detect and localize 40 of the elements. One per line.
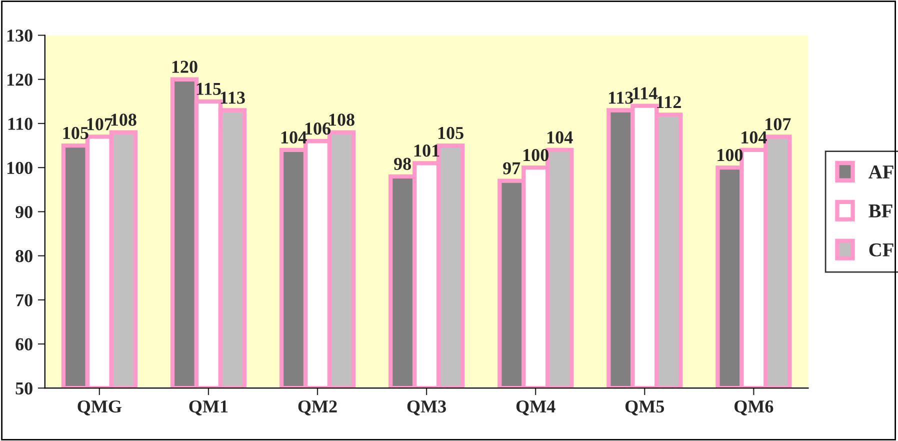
data-label: 104 <box>281 131 307 144</box>
x-tick-label: QM4 <box>516 400 556 416</box>
data-label: 100 <box>524 148 548 162</box>
y-tick-label: 70 <box>16 294 32 306</box>
data-label: 107 <box>766 118 791 130</box>
data-label: 100 <box>718 148 743 162</box>
data-label: 108 <box>329 114 354 126</box>
y-tick-label: 100 <box>7 162 32 174</box>
data-label: 113 <box>220 92 245 104</box>
data-label: 106 <box>305 122 331 135</box>
data-label: 105 <box>438 126 464 140</box>
x-tick-label: QM1 <box>189 400 228 416</box>
data-label: 107 <box>87 118 113 130</box>
data-label: 104 <box>547 131 573 144</box>
y-tick-label: 130 <box>7 30 32 42</box>
y-tick-label: 80 <box>16 250 32 262</box>
data-label: 101 <box>414 144 440 157</box>
legend-label: CF <box>869 243 894 256</box>
data-label: 120 <box>172 60 198 73</box>
x-tick-label: QM5 <box>625 400 664 416</box>
y-tick-label: 60 <box>16 338 32 350</box>
x-tick-label: QM6 <box>734 400 774 416</box>
y-tick-label: 120 <box>7 74 32 86</box>
data-label: 113 <box>609 92 634 104</box>
legend-label: BF <box>868 204 892 218</box>
data-label: 108 <box>111 114 136 126</box>
data-label: 115 <box>196 82 221 95</box>
data-label: 104 <box>742 131 767 144</box>
y-tick-label: 90 <box>16 206 32 218</box>
data-label: 112 <box>657 96 681 108</box>
y-tick-label: 110 <box>8 118 32 130</box>
y-tick-label: 50 <box>16 382 32 395</box>
data-label: 114 <box>633 87 658 100</box>
x-tick-label: QMG <box>78 400 122 416</box>
legend-label: AF <box>868 166 894 178</box>
x-tick-label: QM2 <box>298 400 337 416</box>
data-label: 97 <box>503 162 520 174</box>
x-tick-label: QM3 <box>407 400 446 416</box>
data-label: 105 <box>63 126 88 140</box>
data-label: 98 <box>394 158 411 170</box>
